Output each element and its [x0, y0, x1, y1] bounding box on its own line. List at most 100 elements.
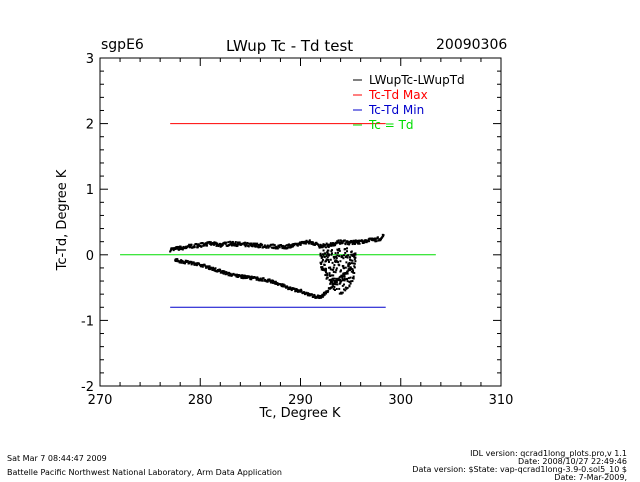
data-point — [335, 257, 338, 260]
data-point — [243, 276, 246, 279]
data-point — [214, 242, 217, 245]
data-point — [286, 247, 289, 250]
data-point — [237, 275, 240, 278]
data-point — [329, 266, 332, 269]
data-point — [193, 246, 196, 249]
data-point — [204, 265, 207, 268]
data-point — [324, 291, 327, 294]
data-point — [181, 260, 184, 263]
data-point — [343, 279, 346, 282]
data-point — [305, 239, 308, 242]
data-point — [322, 254, 325, 257]
data-point — [346, 280, 349, 283]
data-point — [381, 236, 384, 239]
data-point — [283, 247, 286, 250]
data-point — [326, 276, 329, 279]
data-point — [199, 264, 202, 267]
data-point — [280, 245, 283, 248]
data-point — [353, 240, 356, 243]
data-point — [296, 244, 299, 247]
data-point — [363, 241, 366, 244]
data-point — [293, 287, 296, 290]
data-point — [348, 243, 351, 246]
data-point — [335, 267, 338, 270]
data-point — [341, 241, 344, 244]
data-point — [358, 242, 361, 245]
data-point — [327, 259, 330, 262]
data-point — [198, 262, 201, 265]
data-point — [382, 235, 385, 238]
data-point — [375, 240, 378, 243]
data-point — [325, 242, 328, 245]
data-point — [343, 275, 346, 278]
data-point — [346, 272, 349, 275]
data-point — [353, 265, 356, 268]
data-point — [333, 264, 336, 267]
data-point — [353, 258, 356, 261]
data-point — [334, 252, 337, 255]
data-point — [316, 296, 319, 299]
data-point — [349, 266, 352, 269]
data-point — [321, 295, 324, 298]
data-point — [346, 277, 349, 280]
data-point — [175, 259, 178, 262]
data-point — [345, 255, 348, 258]
data-point — [213, 241, 216, 244]
data-point — [299, 243, 302, 246]
data-point — [171, 247, 174, 250]
data-point — [202, 244, 205, 247]
data-point — [230, 241, 233, 244]
data-point — [324, 269, 327, 272]
data-point — [380, 238, 383, 241]
data-point — [205, 266, 208, 269]
data-point — [322, 244, 325, 247]
data-point — [324, 267, 327, 270]
data-point — [259, 279, 262, 282]
data-point — [268, 278, 271, 281]
data-point — [308, 240, 311, 243]
data-point — [331, 243, 334, 246]
data-point — [338, 287, 341, 290]
data-point — [323, 255, 326, 258]
data-point — [324, 252, 327, 255]
data-point — [300, 242, 303, 245]
data-point — [330, 249, 333, 252]
data-point — [293, 244, 296, 247]
data-point — [332, 268, 335, 271]
data-point — [323, 269, 326, 272]
data-point — [317, 245, 320, 248]
data-point — [221, 243, 224, 246]
x-tick-label: 280 — [188, 393, 213, 408]
data-point — [270, 243, 273, 246]
data-point — [265, 246, 268, 249]
data-point — [341, 255, 344, 258]
data-point — [345, 287, 348, 290]
data-point — [182, 247, 185, 250]
data-point — [329, 258, 332, 261]
data-point — [202, 243, 205, 246]
data-point — [201, 265, 204, 268]
data-point — [368, 240, 371, 243]
data-point — [307, 240, 310, 243]
data-point — [354, 239, 357, 242]
data-point — [172, 249, 175, 252]
data-point — [344, 251, 347, 254]
data-point — [175, 258, 178, 261]
data-point — [257, 246, 260, 249]
data-point — [326, 256, 329, 259]
data-point — [237, 243, 240, 246]
data-point — [330, 250, 333, 253]
data-point — [207, 267, 210, 270]
data-point — [311, 241, 314, 244]
data-point — [224, 273, 227, 276]
data-point — [190, 243, 193, 246]
data-point — [349, 269, 352, 272]
data-point — [367, 239, 370, 242]
data-point — [332, 270, 335, 273]
data-point — [229, 272, 232, 275]
data-point — [216, 270, 219, 273]
data-point — [346, 270, 349, 273]
data-point — [326, 272, 329, 275]
data-point — [227, 274, 230, 277]
data-point — [175, 247, 178, 250]
